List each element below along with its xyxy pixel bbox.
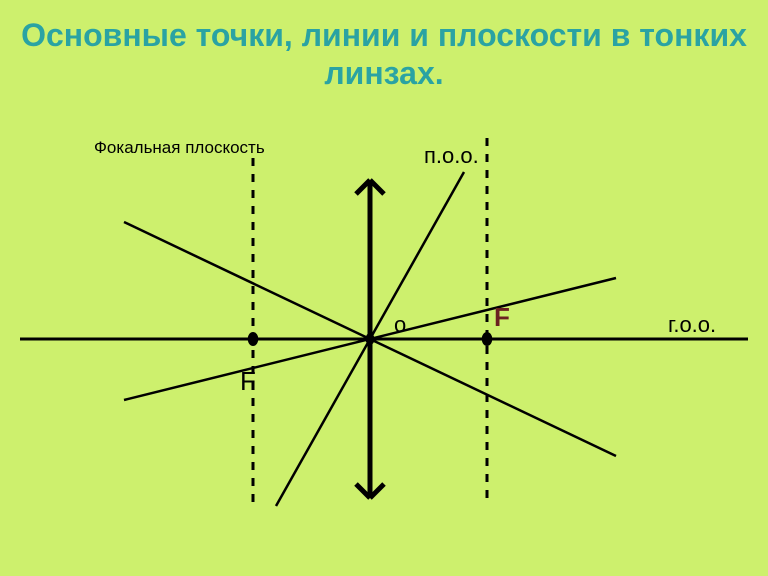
- label-focal_plane: Фокальная плоскость: [94, 138, 265, 157]
- slide-stage: Основные точки, линии и плоскости в тонк…: [0, 0, 768, 576]
- label-poo: п.о.о.: [424, 143, 479, 168]
- label-O: о: [394, 312, 406, 337]
- point-2: [366, 333, 375, 345]
- point-1: [248, 332, 259, 346]
- point-3: [482, 332, 493, 346]
- label-F_right: F: [494, 302, 510, 332]
- label-goo: г.о.о.: [668, 312, 716, 337]
- label-F_left: F: [240, 366, 256, 396]
- lens-diagram: Фокальная плоскость п.о.о. г.о.о. о F F: [0, 0, 768, 576]
